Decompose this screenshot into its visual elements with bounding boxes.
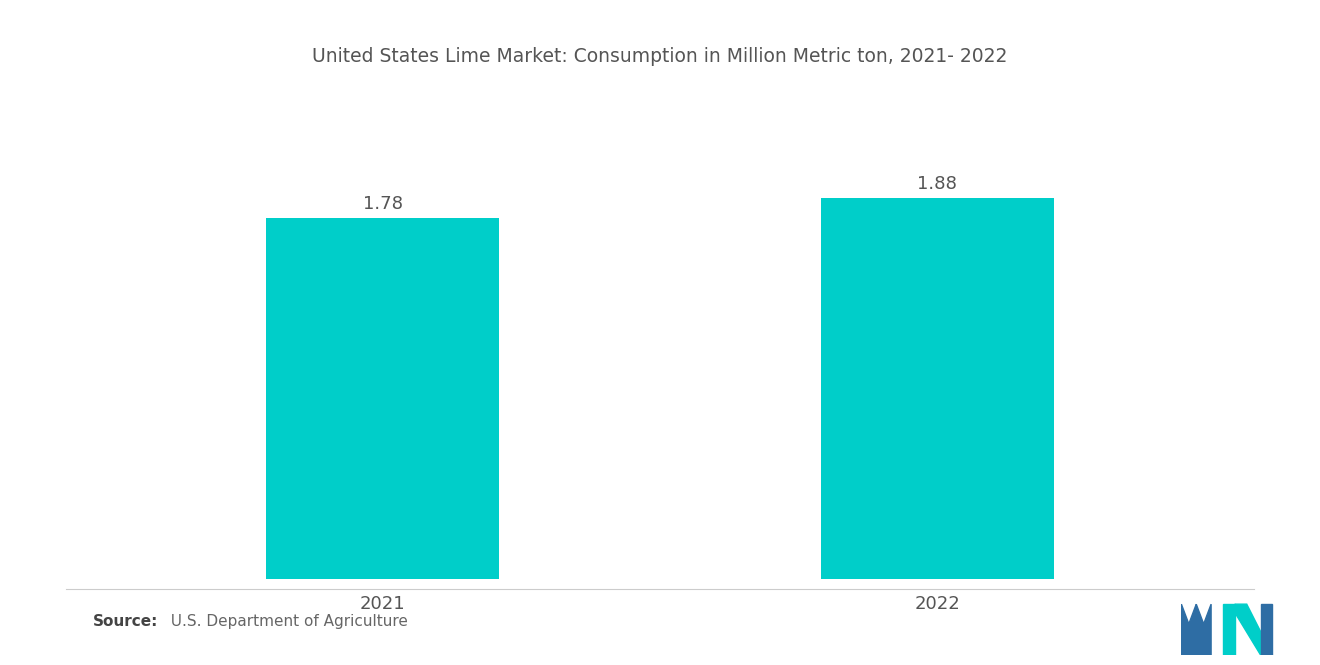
Text: United States Lime Market: Consumption in Million Metric ton, 2021- 2022: United States Lime Market: Consumption i… bbox=[313, 47, 1007, 66]
Polygon shape bbox=[1234, 604, 1272, 655]
Polygon shape bbox=[1196, 604, 1212, 655]
Polygon shape bbox=[1222, 604, 1234, 655]
Text: U.S. Department of Agriculture: U.S. Department of Agriculture bbox=[161, 614, 408, 629]
Bar bbox=[267, 218, 499, 579]
Bar bbox=[821, 198, 1053, 579]
Text: Source:: Source: bbox=[92, 614, 158, 629]
Text: 1.88: 1.88 bbox=[917, 175, 957, 193]
Polygon shape bbox=[1261, 604, 1272, 655]
Text: 1.78: 1.78 bbox=[363, 196, 403, 213]
Polygon shape bbox=[1181, 604, 1196, 655]
